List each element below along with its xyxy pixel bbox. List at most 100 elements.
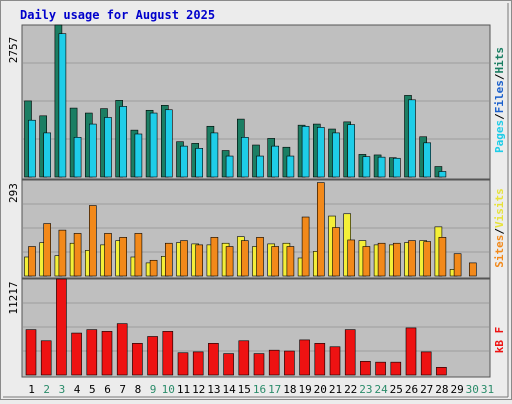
day-label-2: 2 [43, 383, 50, 396]
bar-kb-day-26 [405, 327, 417, 376]
bar-files-day-9 [149, 112, 158, 178]
bar-files-day-3 [58, 33, 67, 178]
day-label-3: 3 [59, 383, 66, 396]
bar-kb-day-4 [71, 332, 82, 376]
legend-pages: Pages [493, 120, 506, 153]
bar-files-day-24 [377, 156, 386, 178]
bar-sites-day-1 [28, 246, 36, 277]
bar-files-day-2 [43, 132, 52, 178]
day-label-24: 24 [374, 383, 388, 396]
legend-sites-visits: Sites/Visits [493, 188, 506, 268]
bar-sites-day-25 [392, 242, 401, 277]
bar-kb-day-24 [375, 361, 386, 376]
bar-files-day-18 [286, 155, 295, 178]
day-label-19: 19 [298, 383, 311, 396]
bar-files-day-14 [225, 155, 234, 178]
bar-sites-day-13 [210, 237, 219, 277]
bar-files-day-16 [256, 155, 264, 178]
bar-sites-day-18 [286, 246, 295, 277]
bar-sites-day-20 [316, 182, 325, 277]
bar-kb-day-27 [420, 351, 432, 376]
bar-files-day-17 [271, 145, 280, 178]
day-label-15: 15 [238, 383, 251, 396]
bar-files-day-25 [392, 157, 401, 178]
bar-files-day-20 [316, 127, 325, 178]
bar-files-day-21 [332, 132, 340, 178]
bar-sites-day-9 [149, 259, 158, 277]
bar-kb-day-18 [284, 350, 295, 376]
bar-kb-day-8 [132, 343, 143, 376]
day-label-25: 25 [390, 383, 403, 396]
legend-hits: Hits [493, 47, 506, 74]
bar-files-day-27 [423, 142, 432, 178]
day-label-18: 18 [283, 383, 296, 396]
bar-files-day-5 [89, 123, 97, 178]
ymax-label-kb: 11217 [7, 281, 20, 314]
day-label-1: 1 [28, 383, 35, 396]
legend-sites: Sites [493, 235, 506, 268]
bar-kb-day-11 [177, 352, 189, 376]
bar-files-day-6 [104, 117, 112, 178]
legend-pages-files-hits: Pages/Files/Hits [493, 47, 506, 153]
bar-kb-day-10 [162, 331, 174, 376]
bar-marks [24, 24, 477, 376]
bar-kb-day-14 [223, 353, 234, 376]
bar-kb-day-23 [360, 361, 371, 376]
legend-kb: kB F [493, 327, 506, 354]
day-label-26: 26 [405, 383, 418, 396]
bar-kb-day-2 [40, 340, 52, 376]
day-label-4: 4 [74, 383, 81, 396]
bar-sites-day-14 [225, 246, 234, 277]
bar-sites-day-7 [119, 237, 127, 277]
bar-files-day-12 [195, 148, 203, 178]
bar-kb-day-25 [390, 361, 402, 376]
bar-kb-day-9 [147, 336, 158, 376]
day-label-20: 20 [314, 383, 327, 396]
day-label-6: 6 [104, 383, 111, 396]
bar-files-day-8 [134, 133, 143, 178]
bar-sites-day-30 [468, 262, 477, 277]
bar-sites-day-6 [104, 233, 112, 277]
chart-title: Daily usage for August 2025 [20, 8, 215, 22]
bar-sites-day-10 [165, 242, 173, 277]
bar-kb-day-16 [253, 353, 265, 376]
bar-sites-day-23 [362, 246, 371, 277]
bar-files-day-15 [241, 137, 249, 178]
day-label-11: 11 [177, 383, 190, 396]
bar-kb-day-22 [344, 329, 356, 376]
bar-sites-day-27 [423, 241, 432, 277]
day-label-29: 29 [450, 383, 463, 396]
legend-files: Files [493, 80, 506, 113]
bar-sites-day-28 [438, 237, 447, 277]
day-label-30: 30 [466, 383, 479, 396]
bar-files-day-4 [73, 137, 82, 178]
day-label-10: 10 [162, 383, 175, 396]
bar-sites-day-2 [43, 223, 52, 277]
bar-files-day-1 [28, 119, 36, 178]
bar-files-day-13 [210, 132, 219, 178]
day-label-22: 22 [344, 383, 357, 396]
day-label-7: 7 [119, 383, 126, 396]
bar-kb-day-19 [299, 339, 310, 376]
bar-kb-day-6 [101, 331, 113, 376]
bar-sites-day-24 [377, 242, 386, 277]
ymax-label-sites: 293 [7, 183, 20, 203]
bar-kb-day-21 [329, 346, 341, 376]
bar-files-day-26 [408, 99, 416, 178]
bar-sites-day-15 [241, 240, 249, 277]
bar-kb-day-17 [268, 349, 280, 376]
bar-sites-day-17 [271, 246, 280, 277]
day-label-21: 21 [329, 383, 342, 396]
bar-files-day-10 [165, 109, 173, 178]
bar-sites-day-21 [332, 227, 340, 277]
bar-kb-day-15 [238, 340, 250, 376]
day-label-13: 13 [207, 383, 220, 396]
day-label-17: 17 [268, 383, 281, 396]
bar-files-day-7 [119, 106, 127, 178]
bar-sites-day-26 [408, 240, 416, 277]
day-label-9: 9 [150, 383, 157, 396]
bar-kb-day-7 [116, 323, 128, 376]
day-label-31: 31 [481, 383, 494, 396]
bar-files-day-28 [438, 171, 447, 178]
